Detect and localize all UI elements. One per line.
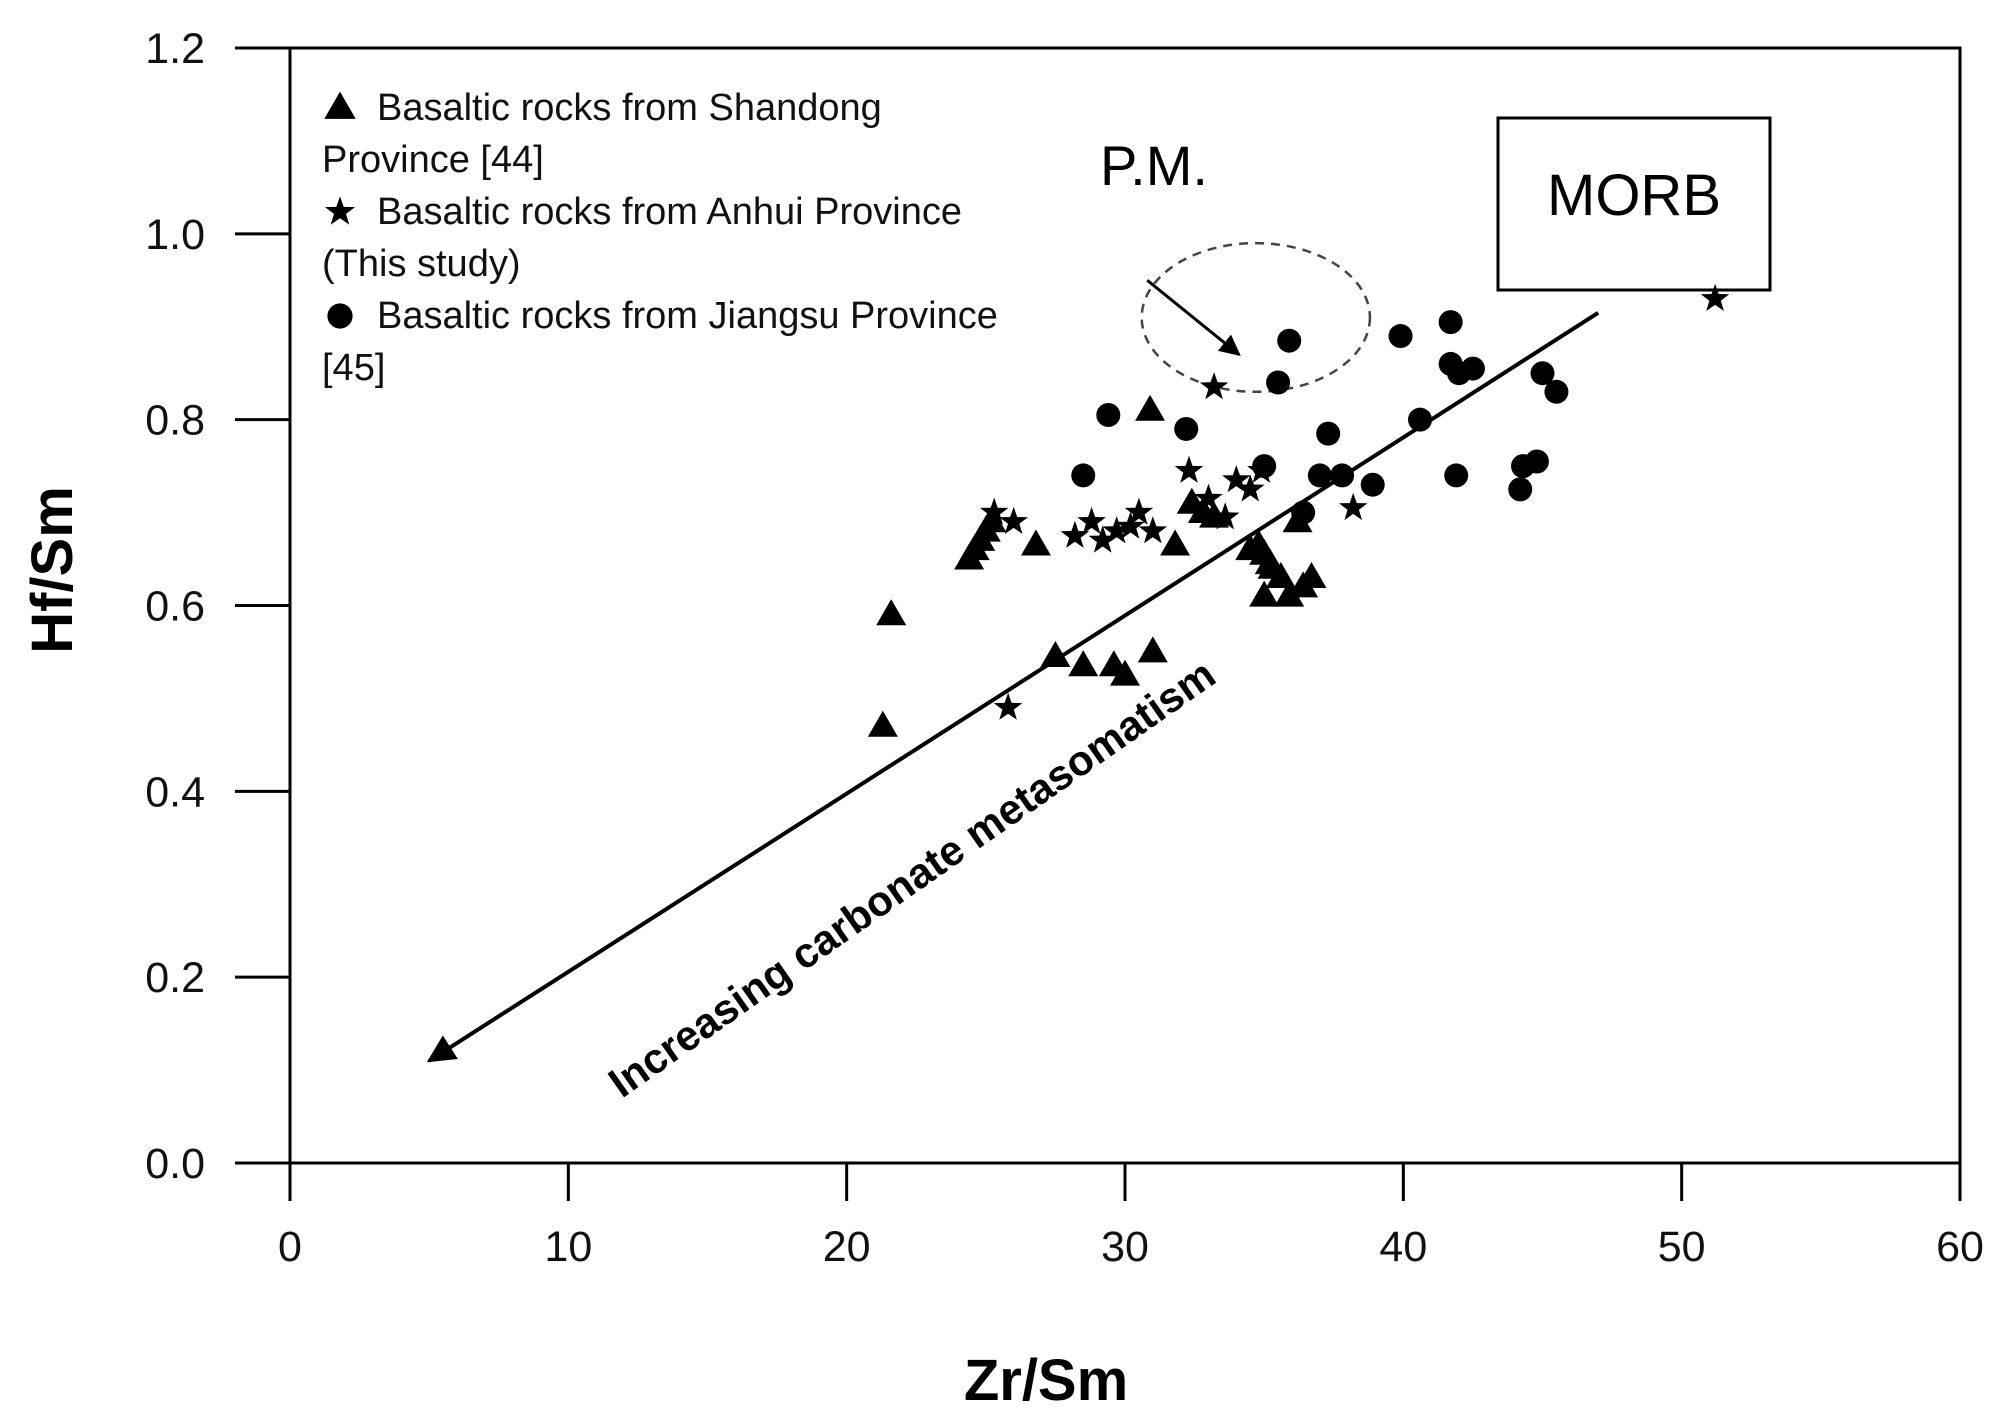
legend-star-icon [325,196,355,225]
x-tick-label: 10 [544,1223,592,1271]
triangle-point [867,710,898,737]
axis-ticks: 0 10 20 30 40 50 60 0.0 0.2 0.4 0.6 0.8 1.0 1.2 [145,25,1984,1271]
circle-point [1444,463,1469,488]
triangle-point [1249,580,1280,607]
triangle-point [1265,562,1296,589]
circle-point [1174,416,1199,441]
y-tick-label: 0.2 [145,954,205,1002]
star-point [1138,516,1168,544]
circle-point [1291,500,1316,525]
x-tick-label: 50 [1658,1223,1706,1271]
morb-label: MORB [1547,163,1721,228]
circle-point [1316,421,1341,446]
circle-point [1266,370,1291,395]
data-points [867,283,1730,737]
trend-label: Increasing carbonate metasomatism [600,650,1224,1106]
star-point [993,692,1023,720]
circle-point [1408,407,1433,432]
triangle-point [1110,659,1140,686]
x-tick-label: 20 [823,1223,871,1271]
pm-label: P.M. [1100,134,1208,197]
pm-field-ellipse [1140,241,1372,394]
star-point [1210,502,1240,530]
star-point [1199,372,1229,400]
legend-entry-text: Basaltic rocks from Shandong [377,87,882,129]
trend-arrow [426,311,1600,1063]
circle-point [1330,463,1355,488]
star-point [1088,525,1117,553]
y-axis-title: Hf/Sm [20,486,85,654]
star-point [1222,465,1251,493]
triangle-point [1160,529,1191,556]
circle-point [1438,310,1463,335]
star-point [1102,516,1131,544]
y-tick-label: 0.4 [145,768,205,816]
x-axis-title: Zr/Sm [964,1348,1128,1413]
circle-point [1544,379,1569,404]
legend-entry-text: Basaltic rocks from Jiangsu Province [377,295,998,337]
y-tick-label: 0.0 [145,1140,205,1188]
legend-entry-text: Basaltic rocks from Anhui Province [377,191,962,233]
y-tick-label: 0.8 [145,397,205,445]
triangle-point [1137,636,1168,663]
legend-entry-text: Province [44] [322,139,544,181]
triangle-point [876,599,907,626]
triangle-point [1020,529,1051,556]
y-tick-label: 1.2 [145,25,205,73]
star-point [1124,497,1154,525]
circle-point [1508,477,1533,502]
legend: Basaltic rocks from Shandong Province [44… [322,87,998,389]
circle-point [1460,356,1485,381]
triangle-point [1274,580,1305,607]
star-point [1339,492,1368,521]
legend-triangle-icon [324,91,356,119]
x-tick-label: 30 [1101,1223,1149,1271]
triangle-point [1068,650,1099,677]
star-point [1236,474,1265,502]
circle-point [1071,463,1096,488]
triangle-point [1040,641,1071,668]
morb-box [1496,116,1772,292]
annotations: P.M. MORB Increasing carbonate metasomatis… [426,116,1772,1106]
y-tick-label: 1.0 [145,211,205,259]
star-point [999,506,1028,534]
star-point [1194,483,1223,511]
star-point [1060,520,1090,548]
circle-point [1277,328,1302,353]
circle-point [1524,449,1549,474]
circle-point [1360,472,1385,497]
star-point [1700,283,1730,311]
circle-point [1388,324,1413,349]
star-point [979,497,1009,525]
star-point [1077,506,1106,534]
x-tick-label: 0 [278,1223,302,1271]
x-tick-label: 40 [1379,1223,1427,1271]
legend-entry-text: (This study) [322,243,520,285]
legend-circle-icon [327,303,353,329]
y-tick-label: 0.6 [145,583,205,631]
star-point [1174,455,1204,483]
pm-arrow [1146,279,1241,356]
triangle-point [1135,394,1166,421]
circle-point [1252,454,1277,479]
triangle-point [1296,562,1327,589]
star-point [1116,511,1145,539]
circle-point [1096,403,1121,428]
circle-point [1530,361,1555,386]
x-tick-label: 60 [1936,1223,1984,1271]
legend-entry-text: [45] [322,347,385,389]
circle-point [1307,463,1332,488]
